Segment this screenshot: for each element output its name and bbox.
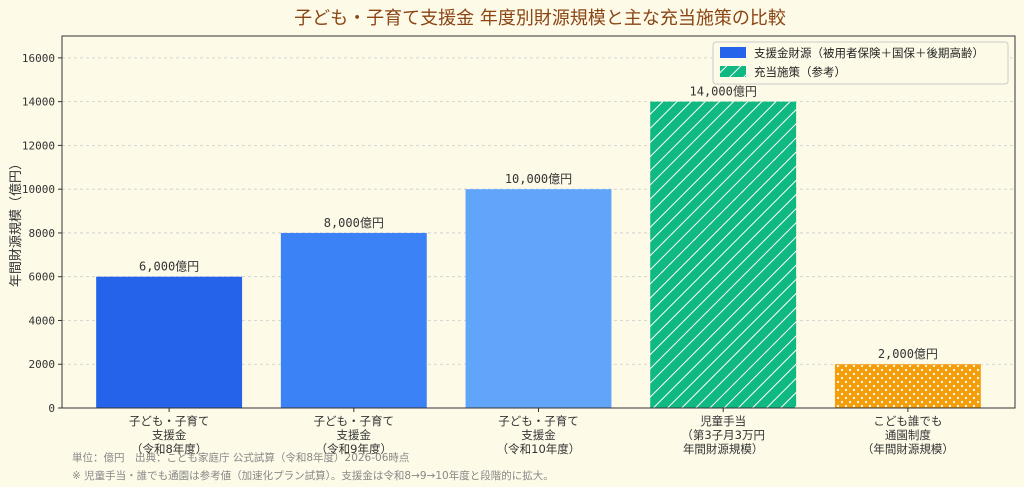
y-tick-label: 4000 [29,314,56,327]
footnote-note: ※ 児童手当・誰でも通園は参考値（加速化プラン試算）。支援金は令和8→9→10年… [72,469,554,482]
y-tick-label: 6000 [29,271,56,284]
x-tick-label: こども誰でも [873,414,942,428]
footnote-source: 単位：億円 出典：こども家庭庁 公式試算（令和8年度）2026-06時点 [72,451,409,464]
y-tick-label: 14000 [22,96,55,109]
y-tick-label: 2000 [29,358,56,371]
x-tick-label: （年間財源規模） [862,442,954,456]
x-tick-label: （令和8年度） [131,442,207,456]
bar-4 [650,101,797,408]
x-axis-categories: 子ども・子育て支援金（令和8年度）子ども・子育て支援金（令和9年度）子ども・子育… [129,408,954,456]
legend-label-benefit: 充当施策（参考） [754,65,846,79]
x-tick-label: 子ども・子育て [498,414,579,428]
value-label: 8,000億円 [324,216,384,230]
x-tick-label: 支援金 [337,428,372,442]
legend-swatch-funding [720,47,746,58]
y-tick-label: 10000 [22,183,55,196]
chart-title: 子ども・子育て支援金 年度別財源規模と主な充当施策の比較 [294,8,786,29]
bar-5 [834,364,981,408]
legend-swatch-benefit [720,66,746,77]
y-tick-label: 16000 [22,52,55,65]
x-tick-label: 子ども・子育て [314,414,395,428]
legend-box [712,41,1009,85]
y-axis-label: 年間財源規模（億円） [8,157,24,287]
bar-3 [465,189,612,408]
y-tick-label: 0 [48,402,55,415]
x-tick-label: 年間財源規模） [683,442,764,456]
y-axis-ticks: 0 2000 4000 6000 8000 10000 12000 14000 16000 [22,52,62,415]
y-tick-label: 8000 [29,227,56,240]
value-labels: 6,000億円 8,000億円 10,000億円 14,000億円 2,000億円 [139,85,938,362]
x-tick-label: （令和9年度） [316,442,392,456]
legend: 支援金財源（被用者保険＋国保＋後期高齢） 充当施策（参考） [712,41,1009,85]
value-label: 10,000億円 [505,172,572,186]
bars [96,101,981,408]
bar-2 [280,232,427,408]
legend-label-funding: 支援金財源（被用者保険＋国保＋後期高齢） [754,46,984,60]
x-tick-label: 子ども・子育て [129,414,210,428]
x-tick-label: 通園制度 [885,428,931,442]
y-tick-label: 12000 [22,139,55,152]
value-label: 2,000億円 [878,347,938,361]
value-label: 6,000億円 [139,260,199,274]
x-tick-label: 支援金 [152,428,187,442]
plot-frame [61,35,1016,409]
x-tick-label: 児童手当 [700,414,746,428]
bar-1 [96,276,243,408]
x-tick-label: 支援金 [521,428,556,442]
value-label: 14,000億円 [690,85,757,99]
x-tick-label: （令和10年度） [497,442,581,456]
x-tick-label: （第3子月3万円 [681,428,765,442]
